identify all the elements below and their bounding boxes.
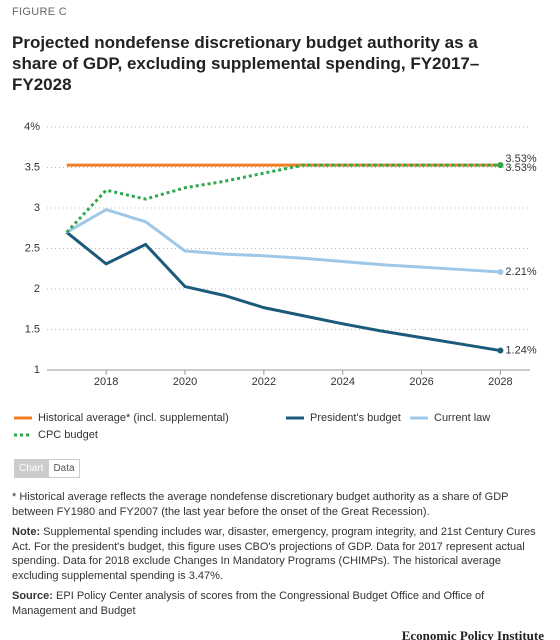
x-tick-label: 2026: [409, 376, 433, 388]
note-text: Supplemental spending includes war, disa…: [12, 526, 536, 582]
data-label: 1.24%: [505, 344, 536, 356]
series-line: [65, 163, 501, 234]
chart: 1 1.5 2 2.5 3 3.5 4% 2018 2020 2022 2024 2026 2028 3.…: [14, 121, 537, 441]
y-tick-label: 4%: [24, 121, 40, 133]
note: * Historical average reflects the averag…: [12, 490, 542, 519]
x-tick-label: 2028: [488, 376, 512, 388]
note-label: Note:: [12, 526, 41, 538]
note-text: * Historical average reflects the averag…: [12, 491, 509, 518]
note: Source: EPI Policy Center analysis of sc…: [12, 589, 542, 618]
branding: Economic Policy Institute: [401, 628, 544, 640]
note-label: Source:: [12, 590, 53, 602]
legend-label: Historical average* (incl. supplemental): [38, 412, 229, 424]
end-point: [497, 162, 504, 169]
series-line: [65, 207, 501, 274]
x-tick-label: 2024: [330, 376, 354, 388]
y-tick-label: 1.5: [25, 323, 40, 335]
figure-label: FIGURE C: [12, 6, 67, 18]
legend-label: President's budget: [310, 412, 401, 424]
legend-label: Current law: [434, 412, 490, 424]
x-tick-label: 2022: [252, 376, 276, 388]
note: Note: Supplemental spending includes war…: [12, 525, 542, 583]
tab[interactable]: Chart: [14, 459, 49, 478]
series-line: [65, 231, 501, 353]
y-tick-label: 3.5: [25, 161, 40, 173]
data-label: 3.53%: [505, 162, 536, 174]
data-label: 3.53%: [505, 153, 536, 165]
tabs: Chart Data: [14, 459, 80, 478]
legend-label: CPC budget: [38, 429, 98, 441]
data-label: 2.21%: [505, 266, 536, 278]
x-tick-label: 2018: [94, 376, 118, 388]
tab[interactable]: Data: [48, 459, 80, 478]
x-tick-label: 2020: [173, 376, 197, 388]
end-point: [497, 268, 504, 275]
end-point: [497, 347, 504, 354]
y-tick-label: 2.5: [25, 242, 40, 254]
y-tick-label: 3: [34, 202, 40, 214]
y-tick-label: 2: [34, 283, 40, 295]
notes: * Historical average reflects the averag…: [12, 490, 542, 624]
note-text: EPI Policy Center analysis of scores fro…: [12, 590, 485, 617]
y-tick-label: 1: [34, 364, 40, 376]
chart-title: Projected nondefense discretionary budge…: [12, 33, 480, 94]
